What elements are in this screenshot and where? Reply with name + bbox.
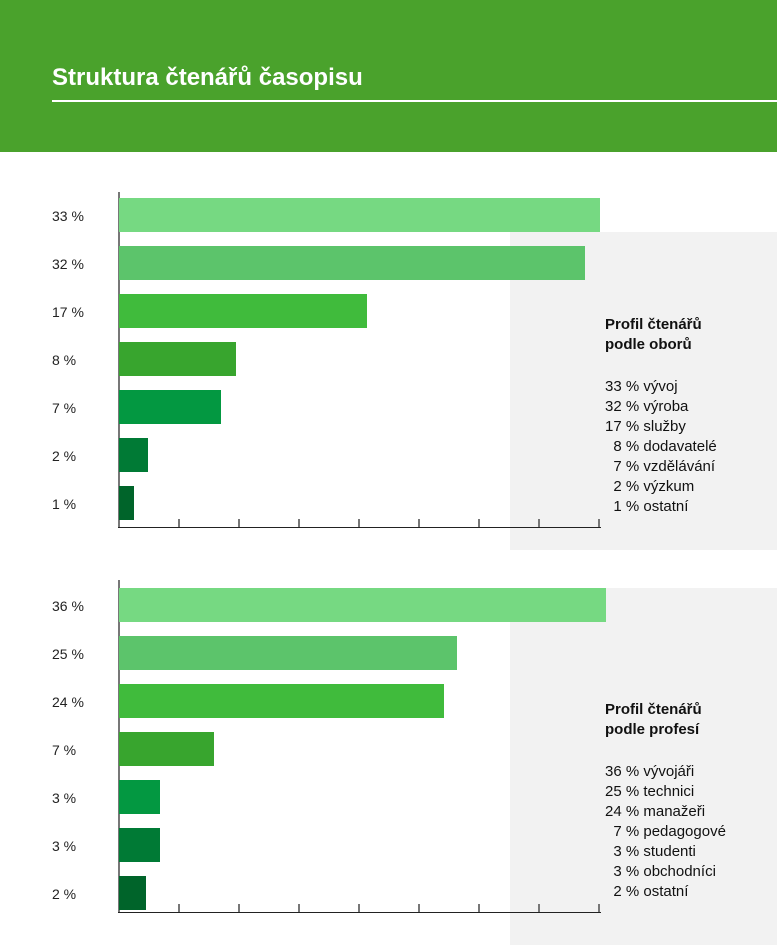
- value-label: 7 %: [52, 400, 77, 416]
- x-tick: [298, 904, 300, 912]
- bar: [119, 342, 236, 376]
- x-tick: [538, 519, 540, 527]
- legend-row: 36 % vývojáři: [605, 763, 695, 780]
- bar: [119, 438, 148, 472]
- legend-title-line: podle oborů: [605, 336, 692, 353]
- bar: [119, 732, 214, 766]
- bar: [119, 828, 160, 862]
- legend-row: 17 % služby: [605, 418, 686, 435]
- title-rule: [52, 100, 777, 102]
- page-title: Struktura čtenářů časopisu: [52, 64, 363, 91]
- x-tick: [358, 904, 360, 912]
- x-tick: [298, 519, 300, 527]
- value-label: 1 %: [52, 496, 77, 512]
- x-tick: [178, 904, 180, 912]
- x-tick: [418, 904, 420, 912]
- value-label: 24 %: [52, 694, 84, 710]
- x-tick: [418, 519, 420, 527]
- x-tick: [238, 904, 240, 912]
- legend-row: 7 % vzdělávání: [605, 458, 716, 475]
- legend-title-line: Profil čtenářů: [605, 701, 702, 718]
- value-label: 8 %: [52, 352, 77, 368]
- legend-row: 32 % výroba: [605, 398, 689, 415]
- bar: [119, 390, 221, 424]
- bar: [119, 684, 444, 718]
- legend-title: Profil čtenářů podle oborů: [605, 315, 717, 355]
- value-label: 2 %: [52, 886, 77, 902]
- bar: [119, 876, 146, 910]
- value-label: 32 %: [52, 256, 84, 272]
- x-axis: [118, 527, 601, 528]
- legend-row: 33 % vývoj: [605, 378, 678, 395]
- legend-row: 24 % manažeři: [605, 803, 706, 820]
- legend-row: 2 % výzkum: [605, 478, 695, 495]
- legend-panel-1: [510, 232, 777, 550]
- x-axis: [118, 912, 601, 913]
- legend-row: 2 % ostatní: [605, 883, 689, 900]
- bar: [119, 780, 160, 814]
- legend: Profil čtenářů podle profesí 36 % vývojáři…: [605, 700, 726, 902]
- value-label: 3 %: [52, 790, 77, 806]
- legend-panel-2: [510, 588, 777, 945]
- legend-row: 7 % pedagogové: [605, 823, 726, 840]
- value-label: 25 %: [52, 646, 84, 662]
- legend-row: 3 % obchodníci: [605, 863, 716, 880]
- x-tick: [478, 904, 480, 912]
- x-tick: [478, 519, 480, 527]
- value-label: 7 %: [52, 742, 77, 758]
- x-tick: [358, 519, 360, 527]
- x-tick: [598, 519, 600, 527]
- bar: [119, 198, 600, 232]
- legend: Profil čtenářů podle oborů 33 % vývoj 32 % …: [605, 315, 717, 517]
- legend-row: 8 % dodavatelé: [605, 438, 717, 455]
- legend-row: 25 % technici: [605, 783, 695, 800]
- value-label: 3 %: [52, 838, 77, 854]
- legend-row: 1 % ostatní: [605, 498, 689, 515]
- x-tick: [178, 519, 180, 527]
- bar: [119, 246, 585, 280]
- value-label: 17 %: [52, 304, 84, 320]
- x-tick: [598, 904, 600, 912]
- legend-title: Profil čtenářů podle profesí: [605, 700, 726, 740]
- header-banner: Struktura čtenářů časopisu: [0, 0, 777, 152]
- value-label: 33 %: [52, 208, 84, 224]
- x-tick: [538, 904, 540, 912]
- legend-title-line: Profil čtenářů: [605, 316, 702, 333]
- bar: [119, 636, 457, 670]
- legend-row: 3 % studenti: [605, 843, 696, 860]
- x-tick: [238, 519, 240, 527]
- bar: [119, 588, 606, 622]
- value-label: 36 %: [52, 598, 84, 614]
- legend-title-line: podle profesí: [605, 721, 700, 738]
- bar: [119, 294, 367, 328]
- bar: [119, 486, 134, 520]
- value-label: 2 %: [52, 448, 77, 464]
